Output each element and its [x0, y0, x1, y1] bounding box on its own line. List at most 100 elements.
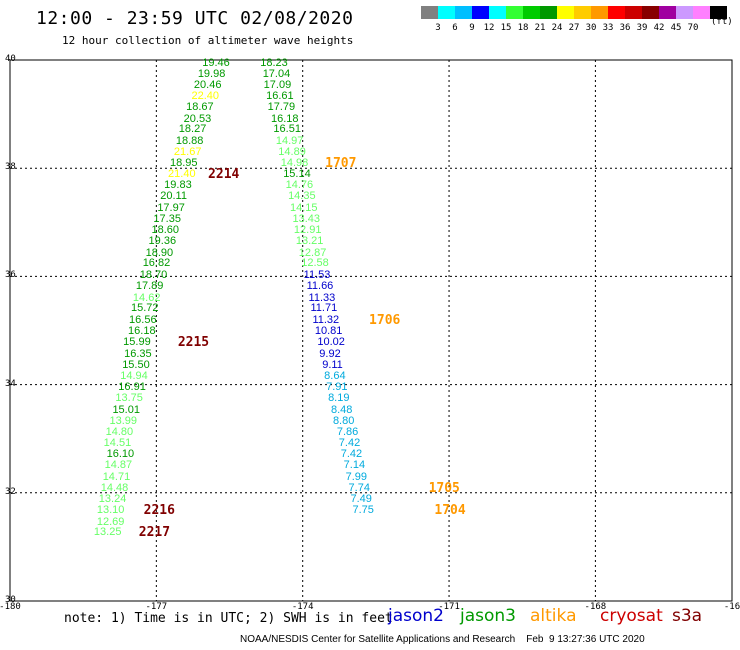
- wave-height-value: 10.81: [314, 325, 343, 338]
- wave-height-value: 20.46: [193, 78, 222, 91]
- wave-height-value: 13.99: [109, 414, 138, 427]
- y-tick-label: 36: [5, 270, 16, 281]
- wave-height-value: 11.71: [310, 302, 338, 315]
- wave-height-value: 7.86: [336, 425, 359, 438]
- track-pass-label: 1707: [325, 155, 357, 171]
- colorbar-swatch: [659, 6, 676, 19]
- track-pass-label: 2217: [138, 525, 171, 541]
- wave-height-value: 19.83: [164, 179, 192, 192]
- wave-height-value: 7.14: [343, 459, 366, 472]
- satellite-legend-item: s3a: [672, 606, 703, 626]
- colorbar-swatch: [625, 6, 642, 19]
- wave-height-value: 7.74: [348, 482, 370, 494]
- colorbar-label: 18: [517, 23, 529, 33]
- wave-height-value: 11.66: [306, 280, 334, 293]
- wave-height-value: 12.87: [298, 246, 327, 259]
- colorbar-label: 36: [619, 23, 631, 33]
- wave-height-value: 14.98: [280, 156, 309, 169]
- colorbar-label: 15: [500, 23, 512, 33]
- wave-height-value: 22.40: [191, 90, 219, 103]
- wave-height-value: 18.70: [139, 268, 168, 281]
- wave-height-value: 18.27: [178, 123, 207, 136]
- colorbar-label: 70: [687, 23, 699, 33]
- track-pass-label: 1704: [434, 503, 466, 519]
- colorbar-label: 27: [568, 23, 580, 33]
- colorbar-label: 21: [534, 23, 546, 33]
- colorbar-swatch: [506, 6, 523, 19]
- wave-height-value: 18.90: [145, 246, 174, 259]
- wave-height-value: 16.18: [270, 112, 299, 125]
- wave-height-value: 14.87: [104, 459, 133, 472]
- colorbar-swatch: [693, 6, 710, 19]
- footer-note: note: 1) Time is in UTC; 2) SWH is in fe…: [64, 611, 393, 626]
- satellite-legend-item: cryosat: [600, 606, 663, 626]
- x-tick-label: -168: [584, 602, 607, 612]
- wave-height-value: 19.98: [197, 67, 226, 80]
- colorbar-swatch: [608, 6, 625, 19]
- track-pass-label: 2214: [208, 167, 240, 183]
- colorbar-swatch: [489, 6, 506, 19]
- wave-height-value: 15.99: [123, 335, 151, 348]
- colorbar-label: 30: [585, 23, 597, 33]
- wave-height-value: 11.53: [303, 268, 331, 281]
- wave-height-value: 8.80: [332, 414, 355, 427]
- wave-height-value: 18.67: [186, 101, 214, 114]
- colorbar-swatch: [591, 6, 608, 19]
- colorbar-swatch: [676, 6, 693, 19]
- wave-height-value: 7.99: [345, 470, 368, 483]
- wave-height-value: 8.48: [330, 403, 353, 416]
- wave-height-value: 7.91: [326, 381, 348, 394]
- wave-height-value: 21.67: [173, 146, 202, 159]
- colorbar-swatch: [557, 6, 574, 19]
- wave-height-value: 13.24: [98, 492, 127, 505]
- wave-height-value: 14.97: [275, 134, 304, 147]
- wave-height-value: 17.04: [262, 67, 291, 80]
- track-pass-label: 2215: [177, 334, 210, 350]
- track-pass-label: 1706: [369, 312, 401, 328]
- wave-height-value: 16.61: [266, 90, 294, 103]
- wave-height-value: 14.80: [105, 425, 134, 438]
- colorbar-unit: (ft): [711, 17, 733, 27]
- y-tick-label: 32: [5, 486, 16, 497]
- wave-height-value: 14.35: [288, 190, 316, 203]
- wave-height-value: 20.53: [183, 112, 212, 125]
- colorbar-swatch: [438, 6, 455, 19]
- wave-height-value: 20.11: [160, 190, 187, 203]
- colorbar-label: 9: [469, 23, 475, 33]
- wave-height-value: 11.33: [308, 291, 336, 304]
- wave-height-value: 13.43: [292, 213, 320, 226]
- wave-height-value: 11.32: [312, 313, 340, 326]
- wave-height-value: 13.25: [93, 526, 122, 539]
- wave-height-value: 17.79: [267, 101, 296, 114]
- wave-height-value: 8.19: [328, 392, 350, 405]
- wave-height-value: 14.89: [278, 146, 306, 159]
- wave-height-value: 14.62: [132, 291, 161, 304]
- wave-height-value: 7.42: [340, 448, 363, 461]
- wave-height-value: 7.75: [352, 504, 374, 517]
- colorbar-label: 42: [653, 23, 665, 33]
- x-tick-label: -174: [291, 602, 314, 612]
- plot-frame: [9, 59, 733, 602]
- colorbar-swatch: [472, 6, 489, 19]
- wave-height-value: 19.46: [202, 56, 230, 69]
- wave-height-value: 17.09: [263, 78, 292, 91]
- wave-height-value: 17.89: [135, 280, 164, 293]
- y-tick-label: 38: [5, 162, 16, 173]
- wave-height-value: 14.76: [285, 179, 314, 192]
- wave-height-value: 7.49: [350, 492, 372, 505]
- wave-height-value: 18.60: [151, 223, 179, 236]
- wave-height-value: 14.15: [290, 201, 318, 214]
- wave-height-value: 14.48: [100, 482, 129, 494]
- track-pass-label: 1705: [428, 481, 460, 496]
- wave-height-value: 15.50: [122, 358, 150, 371]
- credit-line: NOAA/NESDIS Center for Satellite Applica…: [240, 634, 645, 645]
- wave-height-value: 18.23: [260, 56, 288, 69]
- page-subtitle: 12 hour collection of altimeter wave hei…: [62, 34, 354, 47]
- wave-height-value: 21.40: [168, 168, 196, 181]
- wave-height-value: 12.91: [293, 223, 322, 236]
- wave-height-value: 10.02: [317, 335, 345, 348]
- wave-height-value: 17.35: [153, 213, 181, 226]
- x-tick-label: -177: [145, 602, 168, 612]
- x-tick-label: -180: [0, 602, 21, 612]
- wave-height-value: 15.14: [283, 168, 311, 181]
